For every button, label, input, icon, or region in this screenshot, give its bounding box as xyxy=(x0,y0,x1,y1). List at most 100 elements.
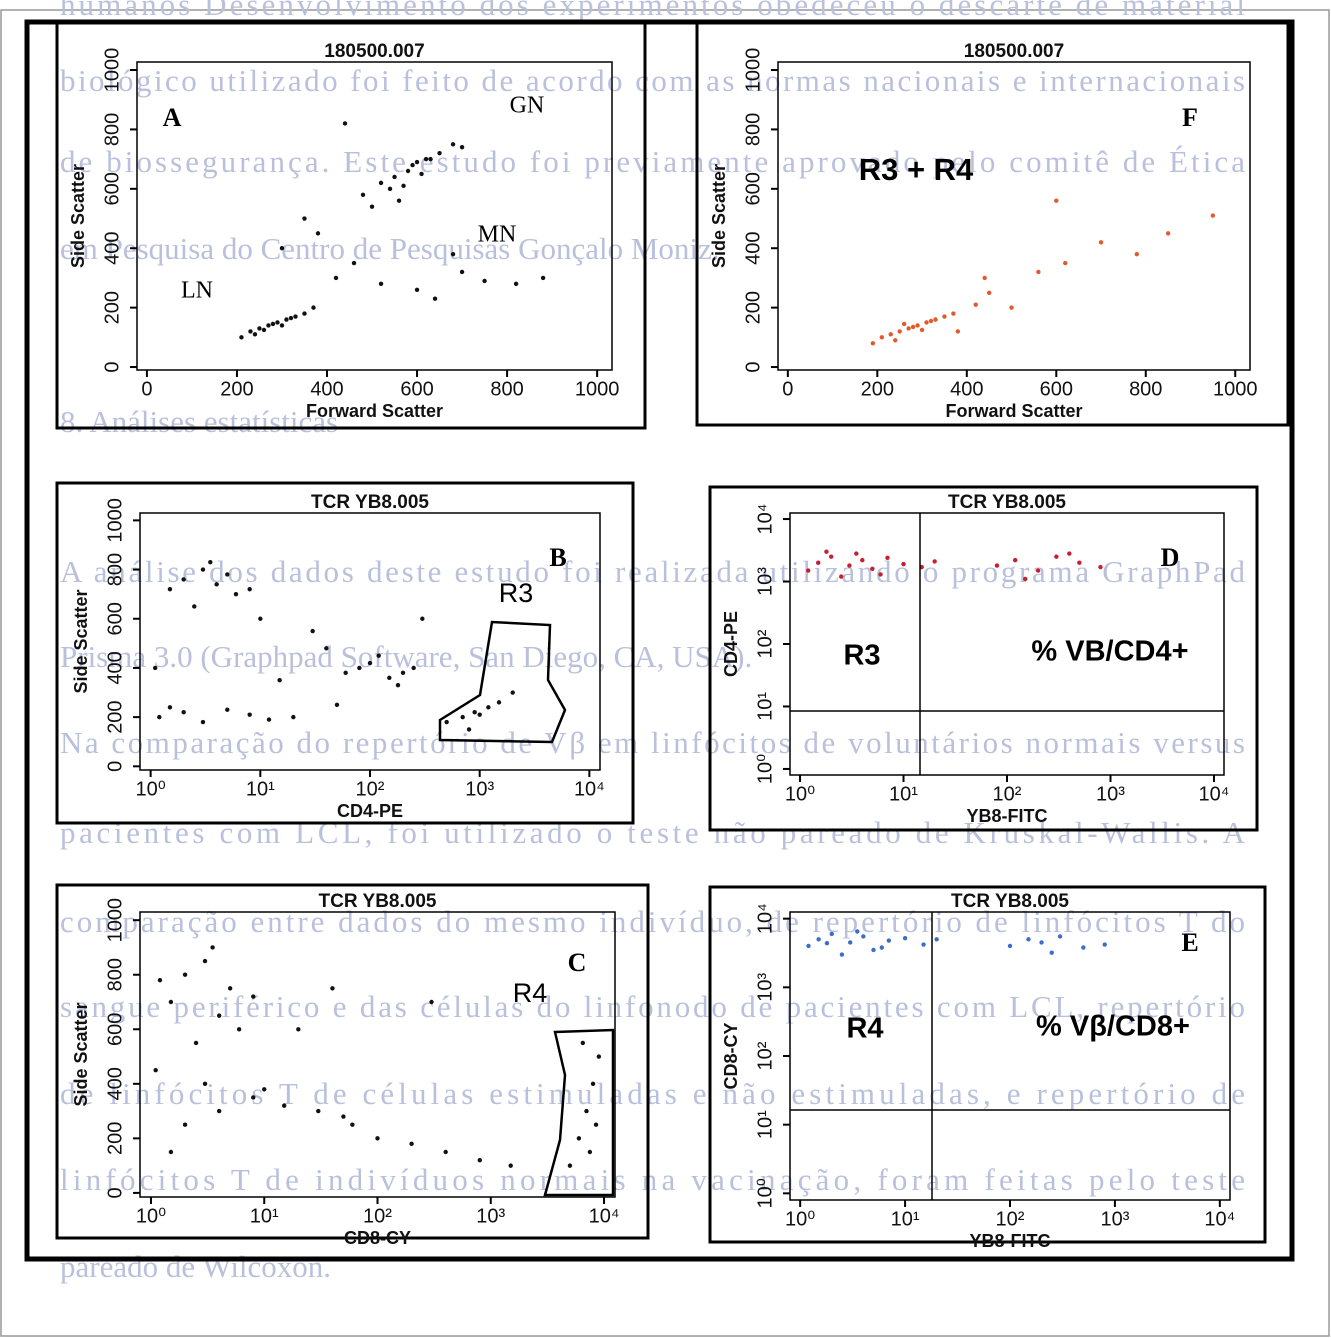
annotation: R3 + R4 xyxy=(859,152,974,187)
background-line: Na comparação do repertório de Vβ em lin… xyxy=(60,725,1245,760)
annotation: A xyxy=(163,103,182,132)
y-tick-label: 400 xyxy=(101,232,123,265)
data-point xyxy=(258,616,263,621)
y-tick-label: 1000 xyxy=(742,48,764,93)
data-point xyxy=(928,318,934,324)
data-point xyxy=(1134,251,1140,257)
annotation: % VB/CD4+ xyxy=(1031,636,1188,668)
data-point xyxy=(375,1136,380,1141)
data-point xyxy=(878,572,883,577)
data-point xyxy=(1012,557,1018,563)
x-tick-label: 10³ xyxy=(1096,783,1125,805)
plot-area xyxy=(139,911,616,1198)
annotation: GN xyxy=(510,93,545,119)
annotation: B xyxy=(549,543,566,572)
x-tick-label: 10⁰ xyxy=(785,1208,815,1230)
data-point xyxy=(315,231,321,236)
data-point xyxy=(288,315,294,321)
background-line: pareado de Wilcoxon. xyxy=(60,1249,331,1284)
data-point xyxy=(367,660,373,666)
y-axis-label: Side Scatter xyxy=(71,1002,91,1106)
x-tick-label: 10³ xyxy=(465,778,494,800)
data-point xyxy=(420,616,425,621)
y-tick-label: 10¹ xyxy=(754,1110,776,1139)
data-point xyxy=(284,317,289,322)
y-tick-label: 200 xyxy=(104,1122,126,1155)
data-point xyxy=(291,714,296,720)
x-tick-label: 0 xyxy=(782,378,793,400)
data-point xyxy=(567,1163,573,1168)
background-line: biológico utilizado foi feito de acordo … xyxy=(60,63,1245,98)
data-point xyxy=(152,665,158,671)
y-axis-label: CD4-PE xyxy=(721,611,741,677)
data-point xyxy=(409,1141,414,1147)
y-tick-label: 200 xyxy=(104,700,126,733)
y-tick-label: 800 xyxy=(104,553,126,586)
x-axis-label: CD4-PE xyxy=(337,801,403,821)
data-point xyxy=(848,940,853,945)
y-tick-label: 600 xyxy=(104,1013,126,1046)
data-point xyxy=(202,1081,208,1087)
gate xyxy=(438,620,567,744)
data-point xyxy=(861,934,866,939)
data-point xyxy=(157,977,163,983)
data-point xyxy=(257,326,262,331)
data-point xyxy=(466,727,472,732)
chart-title: TCR YB8.005 xyxy=(948,492,1066,513)
data-point xyxy=(1165,231,1171,236)
data-point xyxy=(351,260,357,266)
data-point xyxy=(590,1081,596,1087)
data-point xyxy=(181,577,186,582)
y-tick-label: 1000 xyxy=(104,498,126,543)
data-point xyxy=(311,305,316,310)
data-point xyxy=(414,287,420,293)
data-point xyxy=(423,156,429,162)
data-point xyxy=(225,707,230,712)
data-point xyxy=(477,712,482,717)
panel-frame xyxy=(55,481,635,825)
data-point xyxy=(410,162,415,168)
data-point xyxy=(227,986,233,991)
y-axis-label: Side Scatter xyxy=(71,589,91,693)
background-line: Prisma 3.0 (Graphpad Software, San Diego… xyxy=(60,639,752,674)
panel: 180500.007 Forward Scatter Side Scatter 0 20… xyxy=(55,21,647,430)
x-tick-label: 10¹ xyxy=(889,783,918,805)
data-point xyxy=(496,700,502,705)
data-point xyxy=(1098,240,1104,245)
data-point xyxy=(870,566,875,571)
data-point xyxy=(942,314,947,319)
data-point xyxy=(333,275,339,281)
y-tick-label: 800 xyxy=(742,113,764,146)
data-point xyxy=(357,665,362,671)
x-tick-label: 10³ xyxy=(476,1205,505,1227)
data-point xyxy=(233,591,239,597)
x-tick-label: 10⁴ xyxy=(1204,1208,1235,1230)
data-point xyxy=(576,1136,582,1141)
x-tick-label: 10⁰ xyxy=(135,778,165,800)
data-point xyxy=(1009,305,1014,310)
data-point xyxy=(1007,943,1013,949)
data-point xyxy=(153,1067,158,1073)
data-point xyxy=(915,323,920,328)
data-point xyxy=(486,705,491,710)
data-point xyxy=(829,931,834,937)
data-point xyxy=(239,335,244,340)
x-tick-label: 200 xyxy=(861,378,894,400)
panel: TCR YB8.005 YB8-FITC CD8-CY 10⁰ 10¹ 10² 10³ 10⁴… xyxy=(708,885,1267,1251)
y-tick-label: 10² xyxy=(754,1041,776,1070)
data-point xyxy=(316,1108,321,1114)
data-point xyxy=(251,1095,256,1100)
data-point xyxy=(202,958,208,964)
data-point xyxy=(270,321,276,327)
x-axis-label: Forward Scatter xyxy=(306,401,443,421)
y-tick-label: 10⁰ xyxy=(754,1178,776,1208)
data-point xyxy=(167,705,173,710)
annotation: % Vβ/CD8+ xyxy=(1036,1011,1190,1043)
y-tick-label: 10⁴ xyxy=(754,504,776,535)
background-line: de linfócitos T de células estimuladas e… xyxy=(60,1076,1245,1111)
data-point xyxy=(334,702,340,708)
data-point xyxy=(293,314,298,319)
y-tick-label: 10² xyxy=(754,629,776,658)
y-tick-label: 1000 xyxy=(101,48,123,93)
panel-frame xyxy=(55,21,647,430)
